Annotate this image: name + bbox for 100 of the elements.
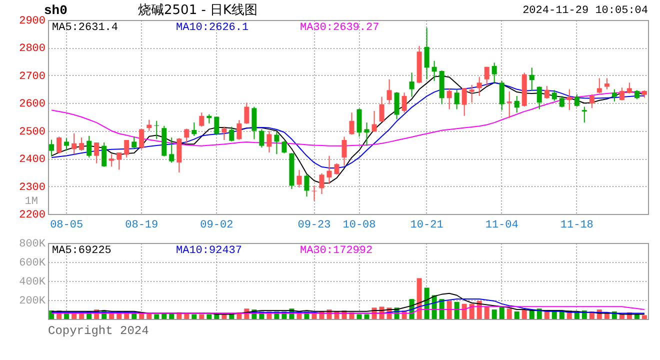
candlestick xyxy=(612,88,617,102)
candlestick xyxy=(634,90,640,100)
y-tick-label: 200K xyxy=(19,296,46,308)
text: MA30:172992 xyxy=(300,245,373,257)
candlestick xyxy=(56,136,62,154)
candlestick xyxy=(169,137,174,164)
candlestick xyxy=(356,108,362,138)
x-tick-label: 08-05 xyxy=(50,220,84,232)
candlestick xyxy=(229,126,234,142)
candlestick xyxy=(604,78,610,90)
bar xyxy=(642,315,647,319)
text: MA30:2639.27 xyxy=(300,22,380,34)
x-tick-label: 11-04 xyxy=(485,220,519,232)
bar xyxy=(492,310,497,319)
bar xyxy=(484,306,490,319)
y-tick-label: 2200 xyxy=(19,210,46,222)
candlestick xyxy=(222,126,227,141)
bar xyxy=(514,311,520,319)
candlestick xyxy=(102,142,107,168)
y-tick-label: 2800 xyxy=(19,43,46,56)
candlestick xyxy=(146,119,152,132)
bar xyxy=(192,314,197,319)
text: MA5:2631.4 xyxy=(52,22,118,34)
candlestick xyxy=(462,88,467,116)
text: sh0 xyxy=(44,3,68,18)
text: Copyright 2024 xyxy=(48,324,149,338)
y-tick-label: 2500 xyxy=(19,126,46,138)
x-tick-label: 10-21 xyxy=(410,220,444,232)
y-tick-label: 2900 xyxy=(19,16,46,28)
candlestick xyxy=(192,122,197,136)
candlestick xyxy=(506,91,512,119)
text: MA5:69225 xyxy=(52,245,112,257)
candlestick xyxy=(282,140,287,154)
candlestick xyxy=(139,128,144,150)
candlestick xyxy=(514,95,520,114)
candlestick xyxy=(386,78,392,105)
candlestick xyxy=(124,140,130,158)
y-tick-label: 2400 xyxy=(19,154,46,166)
candlestick xyxy=(334,162,340,176)
candlestick xyxy=(199,112,204,128)
candlestick xyxy=(626,82,632,94)
candlestick xyxy=(566,88,572,111)
bar xyxy=(439,299,444,319)
candlestick xyxy=(319,172,324,195)
candlestick xyxy=(596,78,602,94)
candlestick xyxy=(552,90,557,102)
candlestick xyxy=(364,122,370,146)
candlestick xyxy=(492,62,497,84)
bar xyxy=(416,278,422,319)
bar xyxy=(199,314,204,319)
candlestick xyxy=(252,106,257,140)
candlestick xyxy=(326,155,332,185)
candlestick xyxy=(589,94,594,109)
candlestick xyxy=(544,85,550,100)
bar xyxy=(154,314,160,319)
candlestick xyxy=(312,185,317,202)
candlestick xyxy=(446,88,452,110)
candlestick xyxy=(469,84,474,104)
candlestick xyxy=(49,139,54,157)
candlestick xyxy=(402,92,407,114)
candlestick xyxy=(432,60,437,82)
candlestick xyxy=(342,136,347,166)
candlestick xyxy=(349,112,354,136)
x-tick-label: 09-23 xyxy=(298,220,331,232)
candlestick xyxy=(266,130,272,153)
candlestick xyxy=(454,88,460,110)
candlestick xyxy=(582,106,587,124)
candlestick xyxy=(499,80,504,111)
candlestick xyxy=(236,120,242,140)
text: MA10:2626.1 xyxy=(176,22,250,34)
bar xyxy=(454,302,460,319)
candlestick xyxy=(72,132,77,155)
text: 1M xyxy=(24,196,38,208)
chart-title: 烧碱2501 - 日K线图 xyxy=(138,3,258,18)
candlestick xyxy=(529,67,534,92)
candlestick xyxy=(109,154,114,168)
candlestick xyxy=(394,92,400,120)
y-tick-label: 800K xyxy=(19,238,46,250)
bar xyxy=(522,310,527,319)
candlestick xyxy=(476,76,482,96)
candlestick xyxy=(379,96,384,122)
line-series xyxy=(51,306,645,314)
candlestick xyxy=(296,169,302,188)
bar xyxy=(544,311,550,319)
bar xyxy=(469,304,474,319)
candlestick xyxy=(214,116,220,136)
candlestick xyxy=(206,114,212,124)
candlestick xyxy=(64,138,70,152)
bar xyxy=(446,300,452,319)
bar xyxy=(574,312,580,319)
y-tick-label: 2700 xyxy=(19,70,46,83)
bar xyxy=(356,314,362,319)
x-tick-label: 10-08 xyxy=(342,220,376,232)
x-tick-label: 11-18 xyxy=(560,220,594,232)
y-tick-label: 600K xyxy=(19,258,46,270)
candlestick xyxy=(244,102,250,124)
candlestick xyxy=(619,87,624,101)
y-tick-label: 400K xyxy=(19,276,46,288)
candlestick xyxy=(86,135,92,158)
candlestick xyxy=(116,152,122,170)
